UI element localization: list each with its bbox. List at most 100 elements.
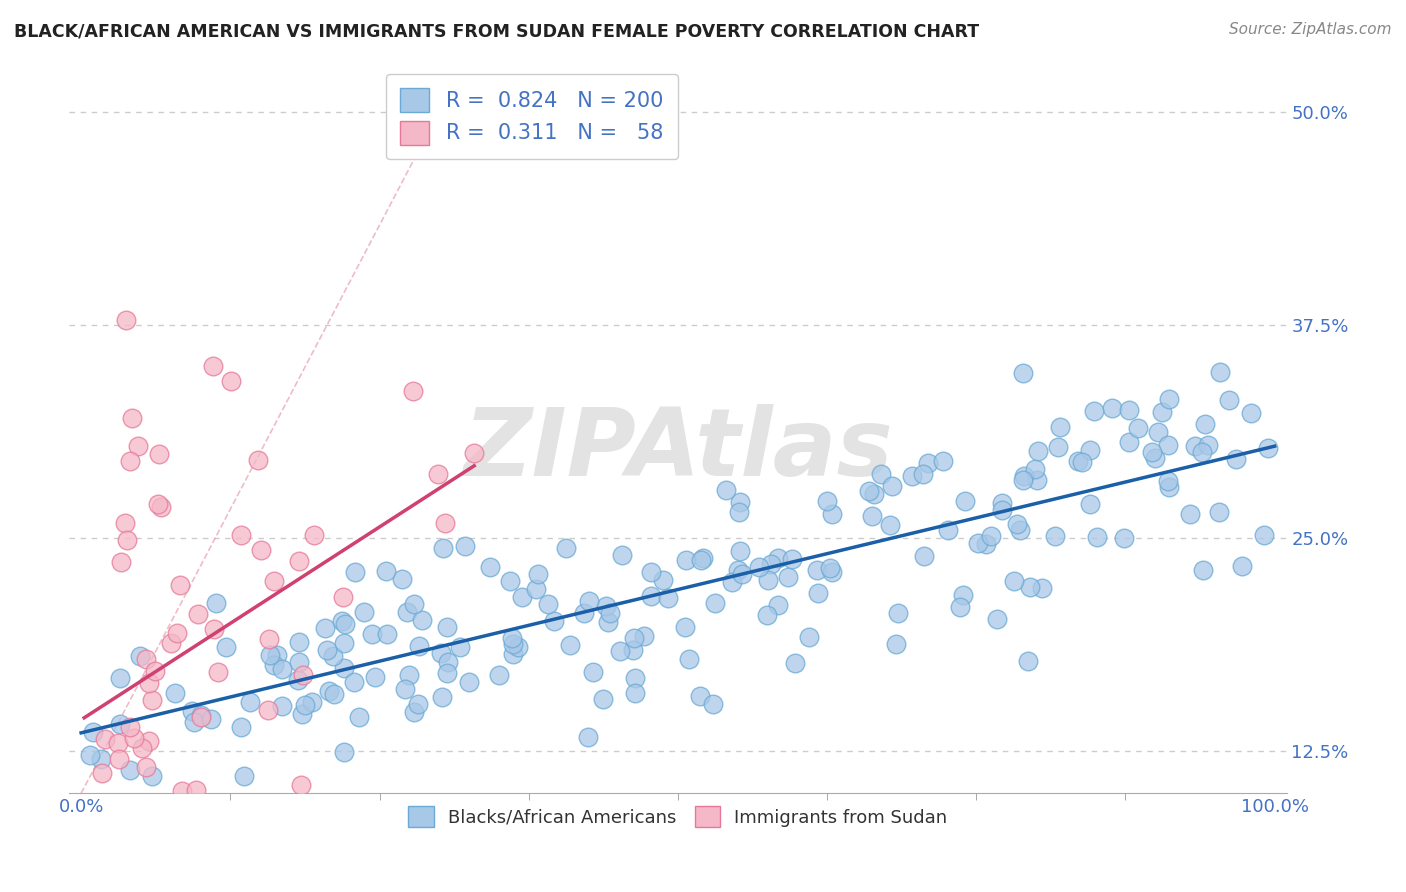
Point xyxy=(858,483,880,498)
Point xyxy=(1218,392,1240,407)
Point xyxy=(880,479,903,493)
Point xyxy=(263,574,285,589)
Point xyxy=(186,782,208,797)
Point xyxy=(219,374,242,388)
Point xyxy=(176,823,198,838)
Point xyxy=(652,573,675,587)
Point xyxy=(716,483,738,497)
Point xyxy=(1194,417,1216,431)
Point xyxy=(91,766,114,780)
Point xyxy=(107,736,129,750)
Point xyxy=(821,508,844,522)
Point xyxy=(621,643,644,657)
Point xyxy=(121,411,143,425)
Point xyxy=(1159,392,1181,406)
Point xyxy=(952,588,974,602)
Point xyxy=(229,720,252,734)
Point xyxy=(543,615,565,629)
Point xyxy=(436,620,458,634)
Point xyxy=(330,614,353,628)
Point xyxy=(1047,440,1070,454)
Point xyxy=(79,748,101,763)
Point xyxy=(288,634,311,648)
Point xyxy=(288,554,311,568)
Point xyxy=(596,615,619,629)
Point xyxy=(526,567,548,582)
Point xyxy=(292,668,315,682)
Point xyxy=(502,637,524,651)
Point xyxy=(318,684,340,698)
Point xyxy=(322,687,344,701)
Point xyxy=(524,582,547,596)
Point xyxy=(131,741,153,756)
Point xyxy=(1157,438,1180,452)
Point xyxy=(343,674,366,689)
Point xyxy=(1083,404,1105,418)
Point xyxy=(402,705,425,719)
Point xyxy=(263,657,285,672)
Point xyxy=(1156,474,1178,488)
Point xyxy=(478,560,501,574)
Point xyxy=(721,574,744,589)
Point xyxy=(1002,574,1025,588)
Point xyxy=(114,824,136,838)
Point xyxy=(1157,480,1180,494)
Point xyxy=(138,734,160,748)
Point xyxy=(860,509,883,524)
Point xyxy=(314,621,336,635)
Point xyxy=(986,612,1008,626)
Text: Source: ZipAtlas.com: Source: ZipAtlas.com xyxy=(1229,22,1392,37)
Point xyxy=(108,752,131,766)
Point xyxy=(270,699,292,714)
Point xyxy=(118,453,141,467)
Point xyxy=(406,697,429,711)
Point xyxy=(499,574,522,589)
Point xyxy=(807,585,830,599)
Point xyxy=(149,500,172,514)
Point xyxy=(215,640,238,654)
Point xyxy=(657,591,679,606)
Point xyxy=(1078,497,1101,511)
Point xyxy=(1118,403,1140,417)
Point xyxy=(433,516,456,531)
Point xyxy=(458,675,481,690)
Point xyxy=(821,565,844,579)
Point xyxy=(1101,401,1123,416)
Text: BLACK/AFRICAN AMERICAN VS IMMIGRANTS FROM SUDAN FEMALE POVERTY CORRELATION CHART: BLACK/AFRICAN AMERICAN VS IMMIGRANTS FRO… xyxy=(14,22,979,40)
Point xyxy=(181,704,204,718)
Point xyxy=(301,695,323,709)
Point xyxy=(332,590,354,604)
Point xyxy=(110,556,132,570)
Point xyxy=(160,636,183,650)
Point xyxy=(815,494,838,508)
Point xyxy=(886,637,908,651)
Point xyxy=(599,606,621,620)
Point xyxy=(287,673,309,688)
Point xyxy=(353,605,375,619)
Point xyxy=(1239,405,1261,419)
Point xyxy=(703,596,725,610)
Point xyxy=(302,528,325,542)
Point xyxy=(233,769,256,783)
Point xyxy=(135,652,157,666)
Point xyxy=(863,487,886,501)
Point xyxy=(290,707,312,722)
Point xyxy=(633,629,655,643)
Point xyxy=(190,708,212,723)
Point xyxy=(266,648,288,662)
Point xyxy=(1112,531,1135,545)
Point xyxy=(1012,366,1035,380)
Point xyxy=(257,703,280,717)
Point xyxy=(932,454,955,468)
Point xyxy=(1225,452,1247,467)
Point xyxy=(1028,443,1050,458)
Legend: Blacks/African Americans, Immigrants from Sudan: Blacks/African Americans, Immigrants fro… xyxy=(401,799,955,834)
Point xyxy=(115,312,138,326)
Point xyxy=(727,563,749,577)
Point xyxy=(432,690,454,704)
Point xyxy=(1144,451,1167,466)
Point xyxy=(1010,523,1032,537)
Point xyxy=(110,717,132,731)
Point xyxy=(702,697,724,711)
Point xyxy=(953,493,976,508)
